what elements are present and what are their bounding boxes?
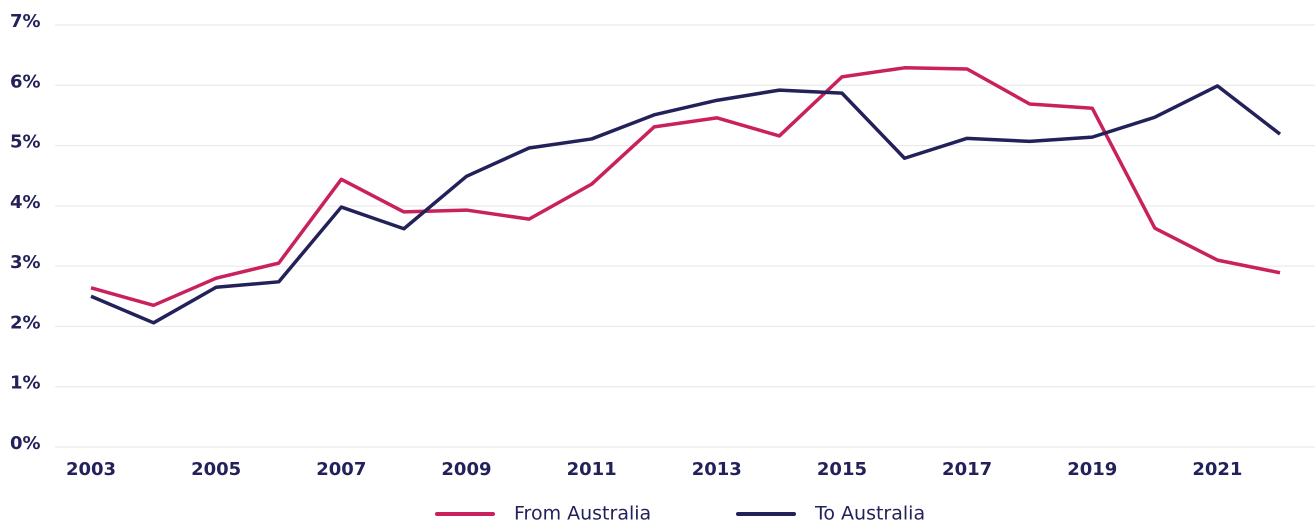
x-tick-label: 2005	[191, 459, 241, 480]
x-tick-label: 2021	[1192, 459, 1242, 480]
y-tick-label: 6%	[10, 71, 41, 92]
x-tick-label: 2015	[817, 459, 867, 480]
legend-label: From Australia	[514, 503, 651, 525]
x-tick-label: 2019	[1067, 459, 1117, 480]
x-tick-label: 2009	[441, 459, 491, 480]
y-tick-label: 3%	[10, 252, 41, 273]
legend-label: To Australia	[814, 503, 925, 525]
x-tick-label: 2013	[692, 459, 742, 480]
y-tick-label: 4%	[10, 192, 41, 213]
x-tick-label: 2007	[316, 459, 366, 480]
y-tick-label: 0%	[10, 433, 41, 454]
x-tick-label: 2017	[942, 459, 992, 480]
series-line	[90, 66, 1281, 308]
y-tick-label: 5%	[10, 132, 41, 153]
y-tick-label: 2%	[10, 312, 41, 333]
series-line	[90, 84, 1282, 325]
y-tick-label: 7%	[10, 11, 41, 32]
x-tick-label: 2011	[567, 459, 617, 480]
x-tick-label: 2003	[66, 459, 116, 480]
y-tick-label: 1%	[10, 373, 41, 394]
